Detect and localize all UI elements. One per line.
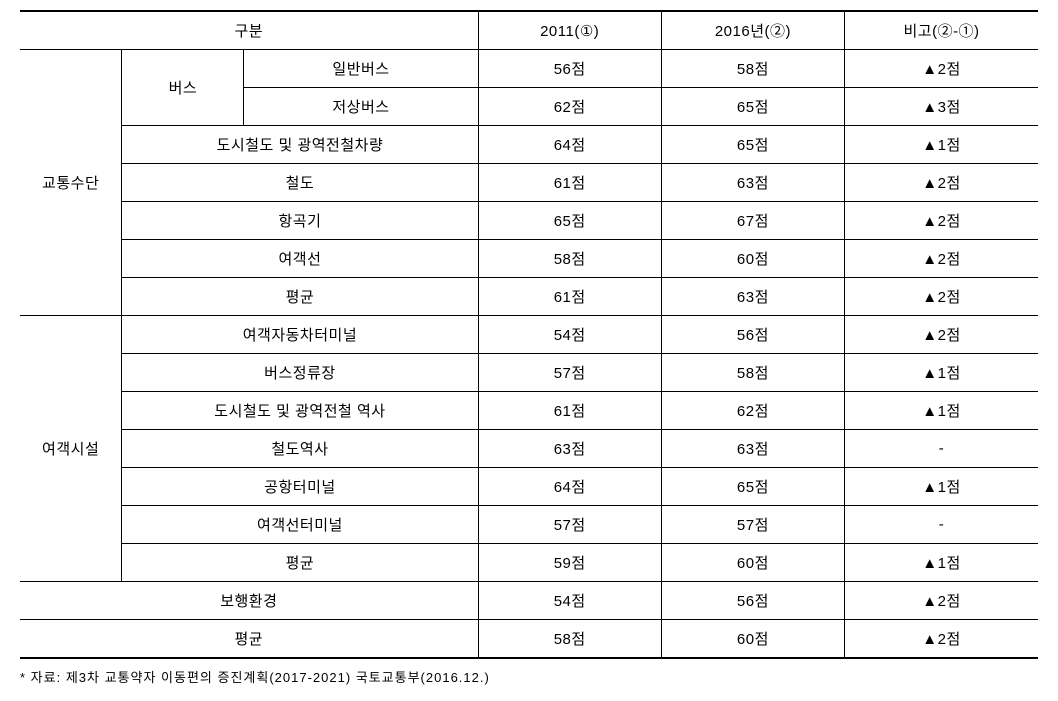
row-label: 도시철도 및 광역전철 역사 — [122, 392, 478, 430]
cell-2011: 61점 — [478, 164, 661, 202]
cell-2011: 59점 — [478, 544, 661, 582]
cell-diff: ▲3점 — [845, 88, 1038, 126]
cell-2011: 62점 — [478, 88, 661, 126]
table-row: 교통수단 버스 일반버스 56점 58점 ▲2점 — [20, 50, 1038, 88]
cell-2011: 65점 — [478, 202, 661, 240]
cell-diff: ▲2점 — [845, 240, 1038, 278]
source-footnote: * 자료: 제3차 교통약자 이동편의 증진계획(2017-2021) 국토교통… — [20, 667, 1038, 686]
cell-diff: ▲2점 — [845, 278, 1038, 316]
row-label: 철도역사 — [122, 430, 478, 468]
header-difference: 비고(②-①) — [845, 11, 1038, 50]
cell-2016: 62점 — [661, 392, 844, 430]
table-row: 평균 58점 60점 ▲2점 — [20, 620, 1038, 659]
row-label: 도시철도 및 광역전철차량 — [122, 126, 478, 164]
table-row: 평균 59점 60점 ▲1점 — [20, 544, 1038, 582]
cell-2011: 56점 — [478, 50, 661, 88]
row-label: 여객선 — [122, 240, 478, 278]
row-label: 평균 — [20, 620, 478, 659]
cell-2016: 56점 — [661, 316, 844, 354]
cell-diff: - — [845, 430, 1038, 468]
cell-2016: 63점 — [661, 430, 844, 468]
cell-diff: ▲1점 — [845, 468, 1038, 506]
cell-diff: ▲1점 — [845, 544, 1038, 582]
cell-2016: 58점 — [661, 50, 844, 88]
cell-2011: 58점 — [478, 240, 661, 278]
cell-2016: 60점 — [661, 240, 844, 278]
row-label: 공항터미널 — [122, 468, 478, 506]
cell-diff: ▲2점 — [845, 316, 1038, 354]
table-row: 여객선터미널 57점 57점 - — [20, 506, 1038, 544]
cell-2016: 63점 — [661, 278, 844, 316]
cell-2016: 58점 — [661, 354, 844, 392]
cell-2016: 67점 — [661, 202, 844, 240]
table-row: 보행환경 54점 56점 ▲2점 — [20, 582, 1038, 620]
cell-2016: 57점 — [661, 506, 844, 544]
cell-diff: ▲2점 — [845, 164, 1038, 202]
cell-diff: ▲2점 — [845, 582, 1038, 620]
header-category: 구분 — [20, 11, 478, 50]
cell-2016: 56점 — [661, 582, 844, 620]
cell-diff: - — [845, 506, 1038, 544]
row-label: 평균 — [122, 278, 478, 316]
row-label: 항곡기 — [122, 202, 478, 240]
cell-2011: 54점 — [478, 316, 661, 354]
cell-diff: ▲2점 — [845, 202, 1038, 240]
data-table: 구분 2011(①) 2016년(②) 비고(②-①) 교통수단 버스 일반버스… — [20, 10, 1038, 659]
cell-diff: ▲1점 — [845, 392, 1038, 430]
group-passenger: 여객시설 — [20, 316, 122, 582]
cell-2011: 54점 — [478, 582, 661, 620]
cell-2011: 64점 — [478, 468, 661, 506]
table-row: 철도 61점 63점 ▲2점 — [20, 164, 1038, 202]
cell-2011: 64점 — [478, 126, 661, 164]
cell-2011: 61점 — [478, 278, 661, 316]
row-label: 여객선터미널 — [122, 506, 478, 544]
cell-2011: 58점 — [478, 620, 661, 659]
cell-diff: ▲1점 — [845, 126, 1038, 164]
cell-2011: 57점 — [478, 506, 661, 544]
group-bus: 버스 — [122, 50, 244, 126]
row-label: 일반버스 — [244, 50, 478, 88]
table-row: 항곡기 65점 67점 ▲2점 — [20, 202, 1038, 240]
cell-2011: 61점 — [478, 392, 661, 430]
row-label: 저상버스 — [244, 88, 478, 126]
header-2011: 2011(①) — [478, 11, 661, 50]
table-row: 평균 61점 63점 ▲2점 — [20, 278, 1038, 316]
table-row: 여객시설 여객자동차터미널 54점 56점 ▲2점 — [20, 316, 1038, 354]
table-row: 공항터미널 64점 65점 ▲1점 — [20, 468, 1038, 506]
header-row: 구분 2011(①) 2016년(②) 비고(②-①) — [20, 11, 1038, 50]
row-label: 철도 — [122, 164, 478, 202]
cell-2016: 60점 — [661, 544, 844, 582]
row-label: 버스정류장 — [122, 354, 478, 392]
cell-2016: 65점 — [661, 88, 844, 126]
row-label: 평균 — [122, 544, 478, 582]
cell-diff: ▲2점 — [845, 620, 1038, 659]
header-2016: 2016년(②) — [661, 11, 844, 50]
cell-2011: 63점 — [478, 430, 661, 468]
cell-diff: ▲2점 — [845, 50, 1038, 88]
cell-diff: ▲1점 — [845, 354, 1038, 392]
table-row: 여객선 58점 60점 ▲2점 — [20, 240, 1038, 278]
cell-2016: 65점 — [661, 126, 844, 164]
table-row: 철도역사 63점 63점 - — [20, 430, 1038, 468]
row-label: 여객자동차터미널 — [122, 316, 478, 354]
cell-2016: 65점 — [661, 468, 844, 506]
table-row: 도시철도 및 광역전철차량 64점 65점 ▲1점 — [20, 126, 1038, 164]
group-transport: 교통수단 — [20, 50, 122, 316]
cell-2016: 63점 — [661, 164, 844, 202]
cell-2016: 60점 — [661, 620, 844, 659]
table-row: 버스정류장 57점 58점 ▲1점 — [20, 354, 1038, 392]
cell-2011: 57점 — [478, 354, 661, 392]
row-label: 보행환경 — [20, 582, 478, 620]
table-row: 도시철도 및 광역전철 역사 61점 62점 ▲1점 — [20, 392, 1038, 430]
